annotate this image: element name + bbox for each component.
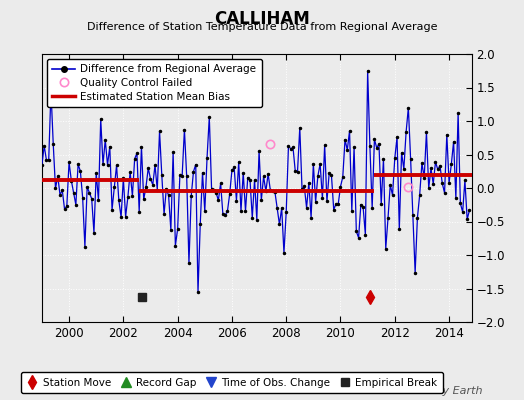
Legend: Difference from Regional Average, Quality Control Failed, Estimated Station Mean: Difference from Regional Average, Qualit… (47, 59, 261, 107)
Text: Berkeley Earth: Berkeley Earth (400, 386, 482, 396)
Legend: Station Move, Record Gap, Time of Obs. Change, Empirical Break: Station Move, Record Gap, Time of Obs. C… (21, 372, 443, 393)
Text: CALLIHAM: CALLIHAM (214, 10, 310, 28)
Text: Difference of Station Temperature Data from Regional Average: Difference of Station Temperature Data f… (87, 22, 437, 32)
